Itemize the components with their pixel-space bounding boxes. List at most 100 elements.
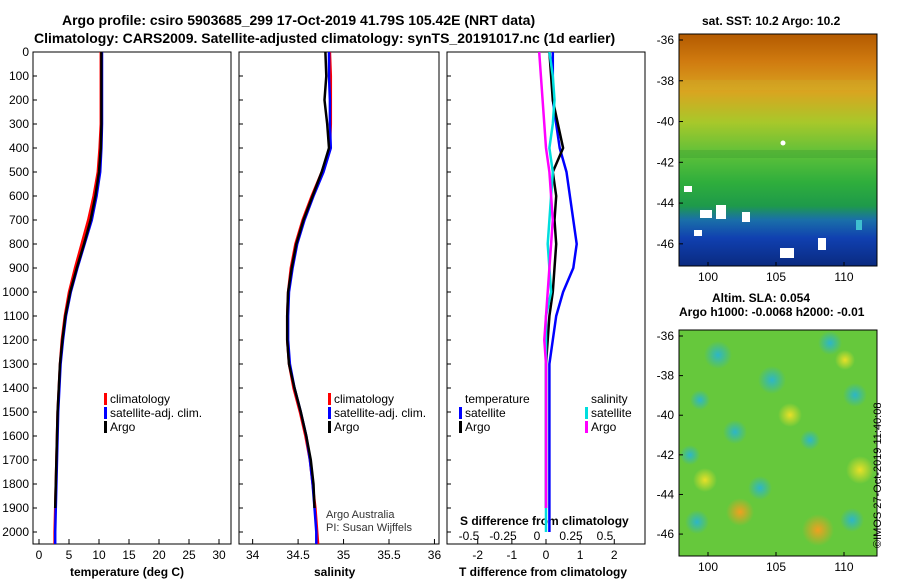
sdiff-legend-label: Argo	[591, 420, 617, 434]
sst-missing-data	[742, 212, 750, 222]
salinity-annotation: Argo Australia	[326, 509, 395, 521]
sdiff-tick-label: 0.5	[597, 529, 614, 543]
sst-lat-label: -44	[657, 196, 675, 210]
tdiff-legend-label: Argo	[465, 420, 491, 434]
salinity-legend-label: climatology	[334, 392, 394, 406]
profile-lines	[53, 52, 578, 544]
salinity-xlabel: salinity	[314, 565, 356, 579]
depth-tick-label: 100	[9, 69, 29, 83]
sst-missing-data	[818, 238, 826, 250]
sla-blob	[840, 508, 864, 532]
depth-tick-label: 1500	[2, 405, 29, 419]
temperature-legend-label: climatology	[110, 392, 170, 406]
sla-blob	[693, 468, 717, 492]
x-tick-label: 30	[212, 548, 226, 562]
sla-blob	[835, 350, 855, 370]
sst-lat-label: -42	[657, 155, 675, 169]
panel-lines	[285, 52, 333, 544]
salinity-legend-swatch	[328, 421, 331, 433]
temperature-legend-label: Argo	[110, 420, 136, 434]
x-tick-label: 1	[577, 548, 584, 562]
depth-tick-label: 2000	[2, 525, 29, 539]
series-line-t-satellite	[548, 52, 578, 532]
plot-title-line2: Climatology: CARS2009. Satellite-adjuste…	[34, 30, 616, 46]
depth-tick-label: 1700	[2, 453, 29, 467]
x-tick-label: 2	[611, 548, 618, 562]
sst-lon-label: 100	[698, 270, 718, 284]
x-tick-label: 5	[66, 548, 73, 562]
tdiff-legend-label: satellite	[465, 406, 506, 420]
series-line-satellite-adj-clim-	[53, 52, 104, 544]
sla-blob	[748, 476, 772, 500]
sla-lat-label: -46	[657, 527, 675, 541]
depth-tick-label: 300	[9, 117, 29, 131]
sla-map-title2: Argo h1000: -0.0068 h2000: -0.01	[679, 305, 865, 319]
x-tick-label: 0	[36, 548, 43, 562]
x-tick-label: -1	[507, 548, 518, 562]
sst-missing-data	[716, 205, 726, 219]
x-axes: 0 5 10 15 20 25 30 34 34.5 35 35.5 36 -2 -1 0 1 2 -0.5 -0.…	[36, 529, 618, 562]
argo-position-marker	[780, 140, 786, 146]
sst-map-frame	[678, 33, 878, 267]
depth-tick-label: 900	[9, 261, 29, 275]
sst-lat-label: -46	[657, 237, 675, 251]
sdiff-tick-label: -0.25	[489, 529, 517, 543]
series-line-argo	[53, 52, 103, 509]
salinity-legend-swatch	[328, 393, 331, 405]
sla-map-frame	[678, 329, 878, 557]
depth-tick-label: 800	[9, 237, 29, 251]
sdiff-legend-swatch	[585, 407, 588, 419]
sst-missing-data	[684, 186, 692, 192]
sla-blob	[778, 403, 802, 427]
x-tick-label: 35.5	[377, 548, 401, 562]
depth-tick-label: 1000	[2, 285, 29, 299]
imos-credit: ©IMOS 27-Oct-2019 11:40:08	[872, 402, 884, 548]
sst-missing-data	[780, 248, 794, 258]
sst-cyan-patch	[856, 220, 862, 230]
sst-lon-label: 105	[766, 270, 786, 284]
sst-missing-data	[694, 230, 702, 236]
salinity-panel-frame	[238, 51, 440, 545]
sla-blob	[704, 341, 732, 369]
x-tick-label: 20	[152, 548, 166, 562]
sdiff-tick-label: 0	[534, 529, 541, 543]
sdiff-tick-label: -0.5	[459, 529, 480, 543]
sla-blob	[723, 420, 747, 444]
series-line-climatology	[53, 52, 103, 544]
salinity-annotation: PI: Susan Wijffels	[326, 522, 412, 534]
sla-map-title: Altim. SLA: 0.054	[712, 291, 811, 305]
depth-tick-label: 1800	[2, 477, 29, 491]
depth-tick-label: 200	[9, 93, 29, 107]
sla-lat-label: -38	[657, 369, 675, 383]
sst-lon-label: 110	[834, 270, 853, 284]
salinity-legend-label: Argo	[334, 420, 360, 434]
sla-blob	[726, 498, 754, 526]
sdiff-legend-label: satellite	[591, 406, 632, 420]
sla-lat-label: -36	[657, 329, 675, 343]
x-tick-label: 34	[246, 548, 260, 562]
x-tick-label: 15	[122, 548, 136, 562]
depth-tick-label: 0	[22, 45, 29, 59]
temperature-panel-frame	[32, 51, 232, 545]
sla-blob	[685, 510, 709, 534]
sst-texture	[679, 80, 877, 90]
sla-blob	[800, 430, 820, 450]
x-tick-label: -2	[472, 548, 483, 562]
temperature-legend-swatch	[104, 407, 107, 419]
tdiff-legend-swatch	[459, 407, 462, 419]
sla-blob	[843, 383, 867, 407]
salinity-legend-label: satellite-adj. clim.	[334, 406, 426, 420]
sla-blob	[680, 445, 700, 465]
sst-map-title: sat. SST: 10.2 Argo: 10.2	[702, 14, 841, 28]
sst-lat-label: -38	[657, 74, 675, 88]
depth-tick-label: 1600	[2, 429, 29, 443]
temperature-legend-label: satellite-adj. clim.	[110, 406, 202, 420]
x-tick-label: 25	[182, 548, 196, 562]
depth-tick-label: 1400	[2, 381, 29, 395]
sst-lat-label: -40	[657, 115, 675, 129]
depth-tick-label: 1300	[2, 357, 29, 371]
x-tick-label: 0	[543, 548, 550, 562]
temperature-legend-swatch	[104, 393, 107, 405]
tdiff-legend-swatch	[459, 421, 462, 433]
